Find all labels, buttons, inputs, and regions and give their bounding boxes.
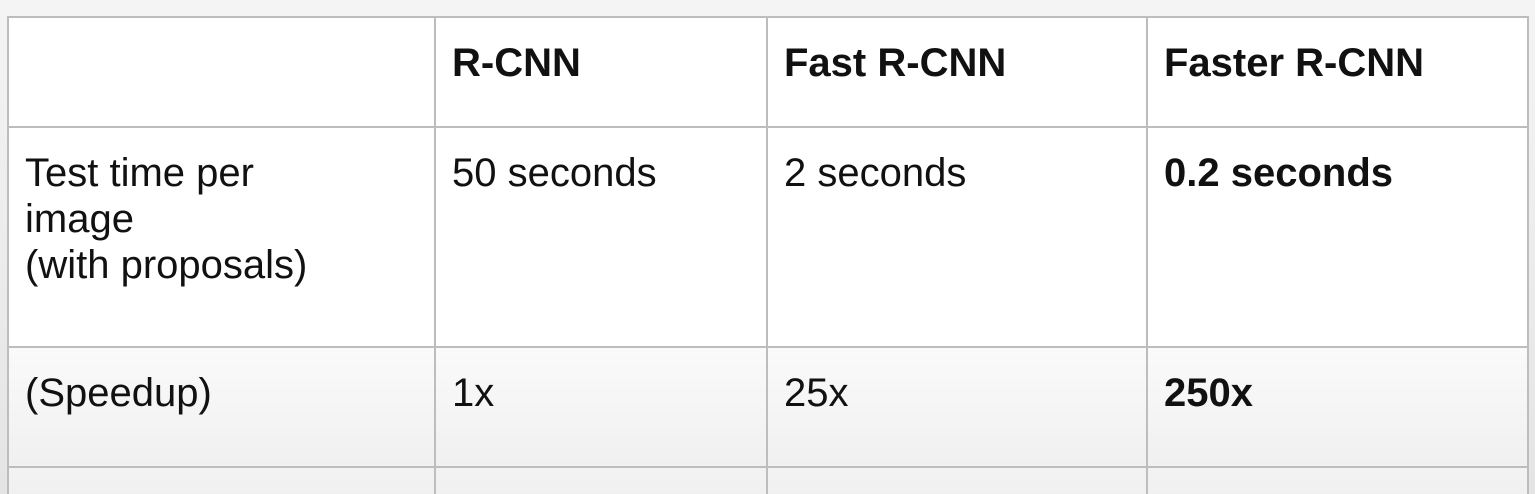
cell-speedup-fast-rcnn: 25x bbox=[766, 346, 1148, 468]
header-cell-empty bbox=[7, 16, 436, 128]
row-label-map: mAP (VOC 2007) bbox=[7, 466, 436, 494]
table-row-speedup: (Speedup) 1x 25x 250x bbox=[7, 346, 1529, 468]
header-cell-faster-rcnn: Faster R-CNN bbox=[1146, 16, 1529, 128]
cell-map-rcnn: 66.0 bbox=[434, 466, 768, 494]
row-label-test-time: Test time per image (with proposals) bbox=[7, 126, 436, 348]
table-row-map: mAP (VOC 2007) 66.0 66.9 66.9 bbox=[7, 466, 1529, 494]
cell-test-time-fast-rcnn: 2 seconds bbox=[766, 126, 1148, 348]
cell-map-faster-rcnn: 66.9 bbox=[1146, 466, 1529, 494]
header-cell-rcnn: R-CNN bbox=[434, 16, 768, 128]
header-cell-fast-rcnn: Fast R-CNN bbox=[766, 16, 1148, 128]
cell-map-fast-rcnn: 66.9 bbox=[766, 466, 1148, 494]
comparison-table: R-CNN Fast R-CNN Faster R-CNN Test time … bbox=[7, 16, 1529, 494]
header-row: R-CNN Fast R-CNN Faster R-CNN bbox=[7, 16, 1529, 128]
cell-speedup-rcnn: 1x bbox=[434, 346, 768, 468]
cell-test-time-rcnn: 50 seconds bbox=[434, 126, 768, 348]
row-label-speedup: (Speedup) bbox=[7, 346, 436, 468]
table-row-test-time: Test time per image (with proposals) 50 … bbox=[7, 126, 1529, 348]
cell-test-time-faster-rcnn: 0.2 seconds bbox=[1146, 126, 1529, 348]
cell-speedup-faster-rcnn: 250x bbox=[1146, 346, 1529, 468]
